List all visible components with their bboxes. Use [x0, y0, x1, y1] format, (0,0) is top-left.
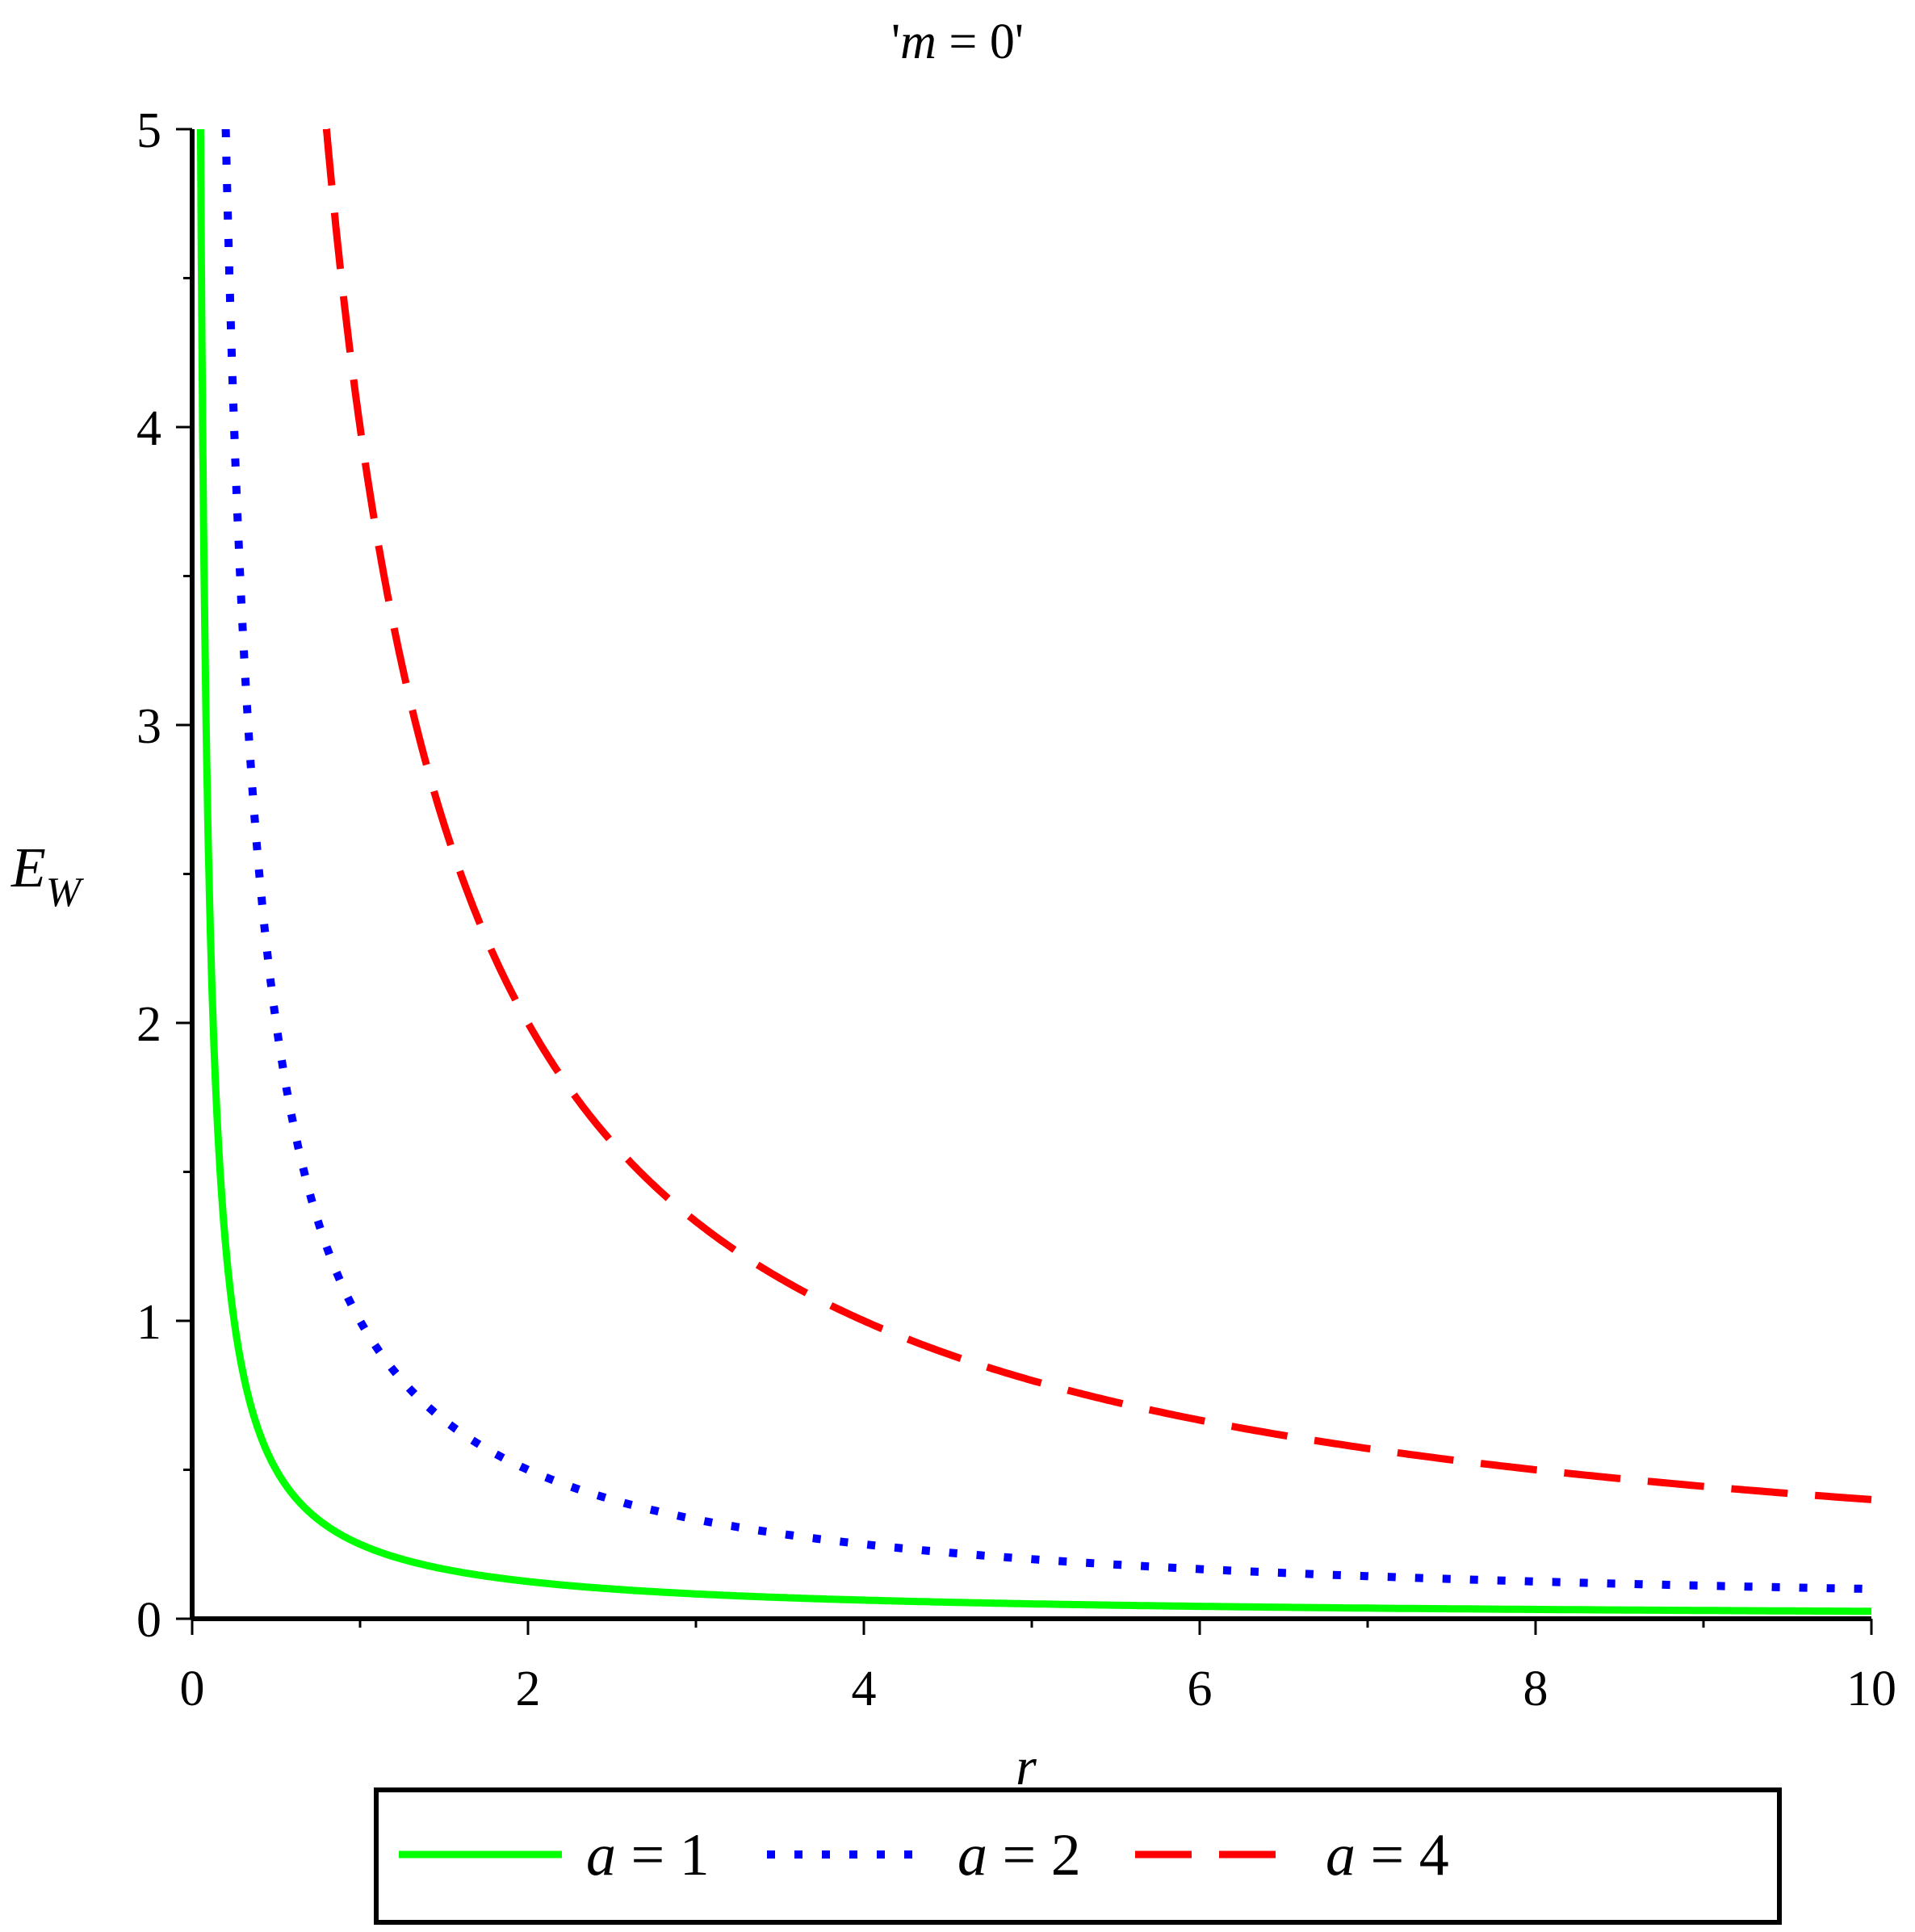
- chart-title: 'm = 0': [891, 15, 1024, 69]
- x-tick-label: 2: [516, 1662, 541, 1716]
- y-tick-label: 0: [136, 1593, 161, 1648]
- y-tick-label: 4: [136, 401, 161, 456]
- x-tick-label: 8: [1523, 1662, 1548, 1716]
- series-line-a1: [196, 125, 1872, 1616]
- x-tick-label: 0: [180, 1662, 205, 1716]
- y-tick-label: 5: [136, 103, 161, 158]
- y-axis-label: EW: [10, 837, 85, 916]
- y-tick-label: 3: [136, 699, 161, 754]
- x-tick-labels: 0 2 4 6 8 10: [180, 1662, 1897, 1716]
- x-tick-label: 4: [852, 1662, 877, 1716]
- y-tick-label: 2: [136, 997, 161, 1052]
- y-tick-label: 1: [136, 1295, 161, 1350]
- x-tick-label: 6: [1188, 1662, 1213, 1716]
- series-line-a4: [322, 125, 1872, 1503]
- x-tick-label: 10: [1846, 1662, 1896, 1716]
- legend: a = 1 a = 2 a = 4: [374, 1787, 1782, 1925]
- legend-label-a1: a = 1: [586, 1822, 710, 1888]
- series-line-a2: [221, 125, 1872, 1594]
- legend-box: [374, 1787, 1782, 1925]
- series-layer: [196, 125, 1872, 1616]
- y-tick-labels: 0 1 2 3 4 5: [136, 103, 161, 1648]
- legend-label-a4: a = 4: [1326, 1822, 1449, 1888]
- legend-label-a2: a = 2: [958, 1822, 1081, 1888]
- x-axis-label: r: [1016, 1737, 1037, 1796]
